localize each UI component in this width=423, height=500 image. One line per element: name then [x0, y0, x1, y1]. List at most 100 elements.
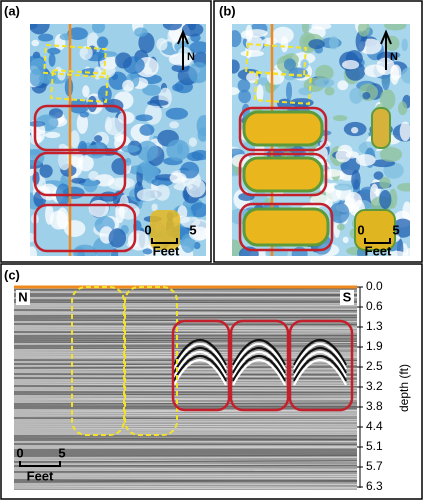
texture [138, 32, 155, 54]
texture [14, 414, 357, 417]
scale-unit: Feet [365, 243, 392, 258]
scale-start: 0 [144, 222, 151, 237]
panel-label: (b) [219, 3, 236, 18]
texture [180, 233, 196, 253]
depth-tick-label: 6.3 [366, 479, 383, 493]
texture [14, 291, 357, 294]
texture [134, 27, 148, 37]
texture [45, 204, 54, 225]
texture [162, 24, 183, 31]
texture [262, 37, 278, 46]
texture [232, 358, 286, 386]
texture [334, 183, 353, 191]
texture [145, 67, 153, 74]
texture [173, 342, 227, 370]
depth-tick-label: 0.6 [366, 299, 383, 313]
texture [14, 327, 357, 330]
texture [31, 39, 40, 47]
texture [14, 341, 357, 345]
texture [351, 126, 359, 134]
depth-tick-label: 1.3 [366, 319, 383, 333]
texture [14, 405, 357, 408]
texture [57, 149, 71, 171]
texture [342, 236, 349, 244]
texture [379, 147, 403, 162]
texture [108, 228, 127, 248]
texture [14, 316, 357, 319]
texture [14, 463, 357, 466]
scale-start: 0 [16, 445, 23, 460]
texture [91, 24, 106, 34]
overlays-a [33, 24, 189, 256]
texture [122, 79, 134, 92]
texture [14, 309, 357, 312]
texture [136, 140, 159, 162]
texture [14, 427, 357, 430]
texture [166, 139, 190, 161]
north-label: N [187, 51, 195, 63]
texture [154, 184, 170, 201]
texture [14, 375, 357, 378]
texture [14, 425, 357, 428]
texture [397, 182, 410, 192]
texture [364, 64, 386, 78]
texture [190, 202, 206, 218]
texture [121, 145, 140, 153]
texture [232, 346, 286, 374]
texture [173, 354, 227, 382]
texture [301, 24, 309, 34]
texture [232, 30, 242, 48]
panel-label: (c) [4, 267, 20, 282]
texture [173, 350, 227, 378]
texture [232, 87, 240, 96]
texture [47, 47, 61, 55]
scale-end: 5 [392, 222, 399, 237]
texture [337, 80, 349, 91]
texture [142, 248, 153, 255]
texture [335, 149, 351, 163]
texture [379, 89, 396, 111]
texture [345, 151, 359, 159]
texture [125, 157, 132, 166]
texture [136, 188, 158, 202]
texture [94, 135, 103, 143]
texture [232, 350, 286, 378]
texture [329, 202, 350, 224]
texture [14, 385, 357, 388]
texture [14, 383, 357, 386]
texture [83, 178, 98, 193]
texture [169, 172, 187, 184]
texture [272, 26, 294, 44]
texture [14, 423, 357, 426]
texture [115, 202, 125, 224]
scale-unit: Feet [153, 243, 180, 258]
texture [324, 86, 335, 96]
texture [379, 190, 392, 210]
texture [14, 288, 357, 291]
texture [14, 477, 357, 480]
texture [135, 163, 153, 174]
texture [14, 485, 357, 489]
texture [315, 64, 334, 81]
texture [156, 38, 168, 51]
texture [14, 469, 357, 472]
texture [139, 124, 155, 136]
end-label: N [18, 289, 27, 304]
scale-end: 5 [189, 222, 196, 237]
texture [379, 176, 391, 189]
texture [14, 389, 357, 392]
texture [188, 137, 197, 147]
depth-ticks: 0.0 0.6 1.3 1.9 2.5 3.2 3.8 4.4 5.1 5.7 6.3 [357, 279, 383, 493]
texture [88, 200, 109, 218]
texture [186, 151, 204, 162]
texture [96, 36, 109, 49]
texture [401, 67, 410, 84]
texture [336, 223, 345, 231]
overlays-c [14, 285, 357, 467]
overlays-b [238, 24, 396, 256]
texture [283, 58, 296, 71]
texture [293, 346, 347, 374]
texture [397, 101, 408, 116]
texture [135, 114, 153, 122]
